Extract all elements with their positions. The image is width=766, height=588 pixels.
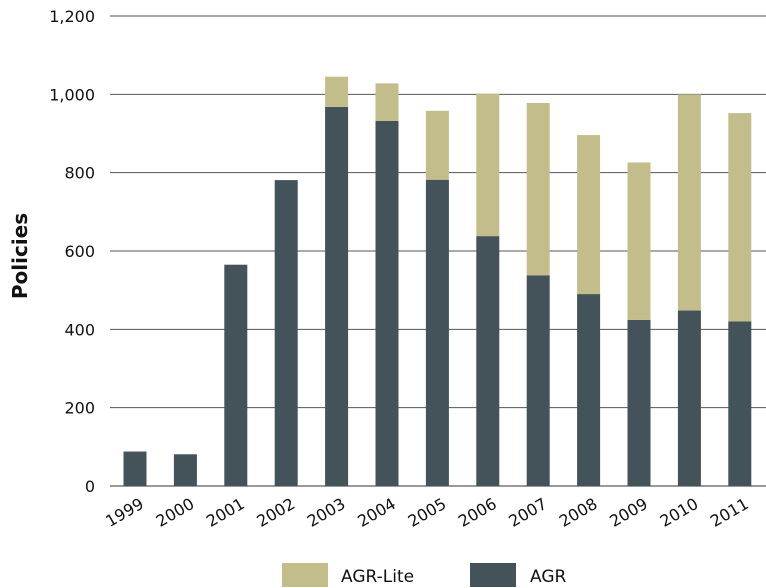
y-tick-label: 0 <box>85 477 95 496</box>
y-tick-label: 600 <box>64 242 95 261</box>
x-tick-label: 2009 <box>606 494 651 531</box>
bar-agr-lite-2003 <box>325 76 349 107</box>
x-tick-labels: 1999 2000 2001 2002 2003 2004 2005 2006 2007 2008… <box>102 494 752 531</box>
bar-agr-lite-2008 <box>577 135 601 295</box>
x-tick-label: 2001 <box>203 494 248 531</box>
legend-swatch <box>282 563 328 587</box>
y-tick-labels: 0 200 400 600 800 1,000 1,200 <box>49 7 95 496</box>
bar-agr-2000 <box>173 454 197 486</box>
legend-label: AGR-Lite <box>341 567 414 587</box>
y-tick-label: 1,200 <box>49 7 95 26</box>
bar-agr-2003 <box>325 106 349 486</box>
bar-agr-lite-2011 <box>728 113 752 322</box>
x-tick-label: 2010 <box>657 494 702 531</box>
x-tick-label: 1999 <box>102 494 147 531</box>
x-tick-label: 2008 <box>556 494 601 531</box>
bar-agr-2006 <box>476 236 500 486</box>
legend-swatch <box>470 563 516 587</box>
bar-agr-lite-2004 <box>375 83 399 121</box>
bar-agr-lite-2009 <box>627 162 651 320</box>
legend-label: AGR <box>530 567 567 587</box>
y-tick-label: 200 <box>64 399 95 418</box>
bar-agr-2009 <box>627 319 651 486</box>
legend: AGR-Lite AGR <box>282 563 567 587</box>
bar-agr-lite-2005 <box>425 110 449 180</box>
bar-agr-2007 <box>526 275 550 486</box>
bar-agr-2011 <box>728 321 752 486</box>
bar-agr-2005 <box>425 179 449 486</box>
bar-agr-2002 <box>274 180 298 486</box>
x-tick-label: 2011 <box>707 494 752 531</box>
bar-agr-lite-2010 <box>677 94 701 311</box>
y-axis-title: Policies <box>8 213 32 299</box>
x-tick-label: 2003 <box>304 494 349 531</box>
x-tick-label: 2006 <box>455 494 500 531</box>
bar-agr-2008 <box>577 294 601 486</box>
x-tick-label: 2007 <box>505 494 550 531</box>
x-tick-label: 2000 <box>153 494 198 531</box>
y-tick-label: 800 <box>64 164 95 183</box>
bar-agr-2004 <box>375 120 399 486</box>
bar-agr-lite-2007 <box>526 102 550 276</box>
x-tick-label: 2002 <box>253 494 298 531</box>
y-tick-label: 1,000 <box>49 85 95 104</box>
x-tick-label: 2004 <box>354 494 399 531</box>
bar-agr-2010 <box>677 310 701 486</box>
bars <box>123 76 752 486</box>
bar-agr-lite-2006 <box>476 93 500 237</box>
x-tick-label: 2005 <box>405 494 450 531</box>
bar-agr-2001 <box>224 264 248 486</box>
y-tick-label: 400 <box>64 320 95 339</box>
bar-agr-1999 <box>123 451 147 486</box>
